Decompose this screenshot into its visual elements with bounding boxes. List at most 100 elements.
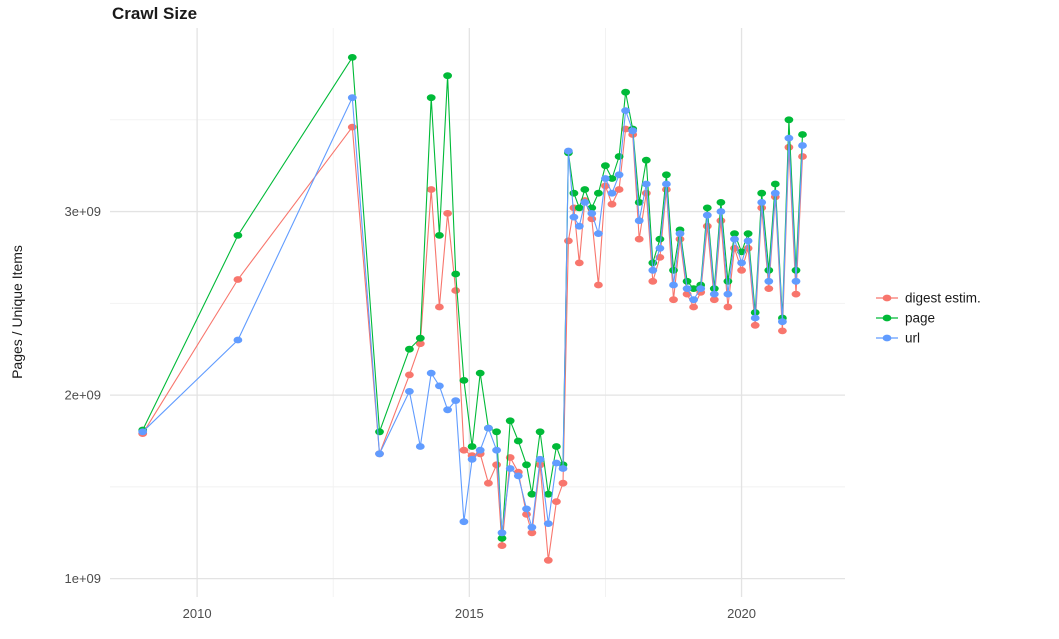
data-point-url — [696, 285, 706, 292]
data-point-url — [138, 428, 148, 436]
data-point-url — [233, 336, 243, 344]
legend-key-dot-url — [882, 334, 892, 342]
y-tick-label: 1e+09 — [64, 571, 101, 586]
data-point-digest-estim — [405, 371, 414, 379]
chart-title: Crawl Size — [112, 4, 197, 23]
data-series — [138, 54, 807, 564]
data-point-page — [233, 232, 243, 239]
data-point-url — [702, 211, 712, 219]
data-point-url — [689, 296, 698, 304]
data-point-page — [415, 334, 425, 342]
data-point-page — [527, 490, 537, 498]
data-point-page — [743, 230, 753, 238]
data-point-url — [535, 455, 545, 463]
legend: digest estim. page url — [876, 291, 981, 346]
data-point-digest-estim — [492, 461, 501, 469]
y-tick-label: 2e+09 — [64, 388, 101, 403]
data-point-page — [492, 428, 501, 436]
data-point-digest-estim — [607, 200, 617, 208]
data-point-digest-estim — [764, 285, 774, 292]
data-point-digest-estim — [689, 303, 698, 311]
data-point-page — [601, 162, 610, 170]
series-line-page — [142, 55, 804, 539]
data-point-url — [459, 518, 469, 526]
data-point-url — [415, 443, 425, 450]
data-point-url — [405, 388, 414, 395]
data-point-url — [475, 446, 485, 454]
data-point-page — [347, 54, 357, 61]
data-point-page — [543, 490, 553, 498]
data-point-page — [702, 204, 712, 212]
series-line-url — [142, 95, 804, 533]
data-point-digest-estim — [791, 290, 801, 298]
data-point-page — [552, 443, 561, 450]
data-point-digest-estim — [484, 479, 493, 487]
data-point-page — [784, 116, 794, 124]
data-point-digest-estim — [648, 277, 658, 285]
data-point-page — [443, 72, 452, 80]
data-point-digest-estim — [459, 446, 469, 454]
legend-label-digest-estim: digest estim. — [905, 291, 981, 306]
data-point-url — [435, 382, 444, 390]
data-point-digest-estim — [558, 479, 568, 487]
data-point-digest-estim — [778, 327, 787, 335]
data-point-url — [770, 189, 780, 197]
data-point-url — [347, 94, 357, 102]
data-point-url — [607, 189, 617, 197]
data-point-url — [594, 230, 603, 238]
x-tick-label: 2015 — [455, 606, 484, 621]
data-point-url — [750, 314, 760, 322]
axis-tick-labels: 1e+09 2e+09 3e+09 2010 2015 2020 — [64, 204, 756, 621]
data-point-url — [675, 230, 685, 238]
data-point-url — [522, 505, 531, 513]
data-point-url — [634, 217, 644, 225]
data-point-url — [682, 285, 692, 292]
data-point-url — [574, 222, 584, 230]
data-point-page — [451, 270, 461, 278]
data-point-url — [580, 199, 590, 206]
data-point-url — [614, 171, 624, 179]
data-point-url — [730, 235, 739, 243]
data-point-digest-estim — [347, 123, 357, 131]
data-point-digest-estim — [702, 222, 712, 230]
data-point-page — [375, 428, 384, 436]
data-point-page — [580, 186, 590, 193]
data-point-url — [628, 127, 638, 135]
data-point-page — [764, 266, 774, 274]
data-point-page — [621, 88, 630, 96]
data-point-url — [492, 446, 501, 454]
data-point-page — [669, 266, 678, 274]
data-point-page — [730, 230, 739, 238]
data-point-page — [535, 428, 545, 436]
data-point-digest-estim — [574, 259, 584, 267]
data-point-digest-estim — [426, 186, 436, 193]
data-point-digest-estim — [723, 303, 733, 311]
data-point-url — [662, 180, 671, 188]
y-axis-label: Pages / Unique Items — [9, 245, 25, 379]
data-point-digest-estim — [535, 461, 545, 469]
y-tick-label: 3e+09 — [64, 204, 101, 219]
data-point-page — [757, 189, 767, 197]
gridlines — [110, 28, 845, 597]
data-point-page — [497, 534, 507, 542]
data-point-page — [662, 171, 671, 179]
data-point-page — [716, 199, 726, 206]
data-point-url — [513, 472, 523, 480]
data-point-url — [443, 406, 452, 414]
legend-label-url: url — [905, 331, 920, 346]
data-point-url — [757, 199, 767, 206]
data-point-digest-estim — [634, 235, 644, 243]
data-point-url — [569, 213, 579, 221]
data-point-url — [587, 210, 597, 217]
data-point-digest-estim — [415, 340, 425, 348]
data-point-digest-estim — [709, 296, 719, 304]
data-point-page — [770, 180, 780, 188]
data-point-digest-estim — [443, 210, 452, 217]
data-point-page — [459, 377, 469, 384]
data-point-url — [484, 424, 493, 432]
data-point-digest-estim — [552, 498, 561, 505]
data-point-url — [451, 397, 461, 404]
data-point-page — [505, 417, 515, 425]
data-point-url — [505, 465, 515, 472]
x-tick-label: 2010 — [183, 606, 212, 621]
